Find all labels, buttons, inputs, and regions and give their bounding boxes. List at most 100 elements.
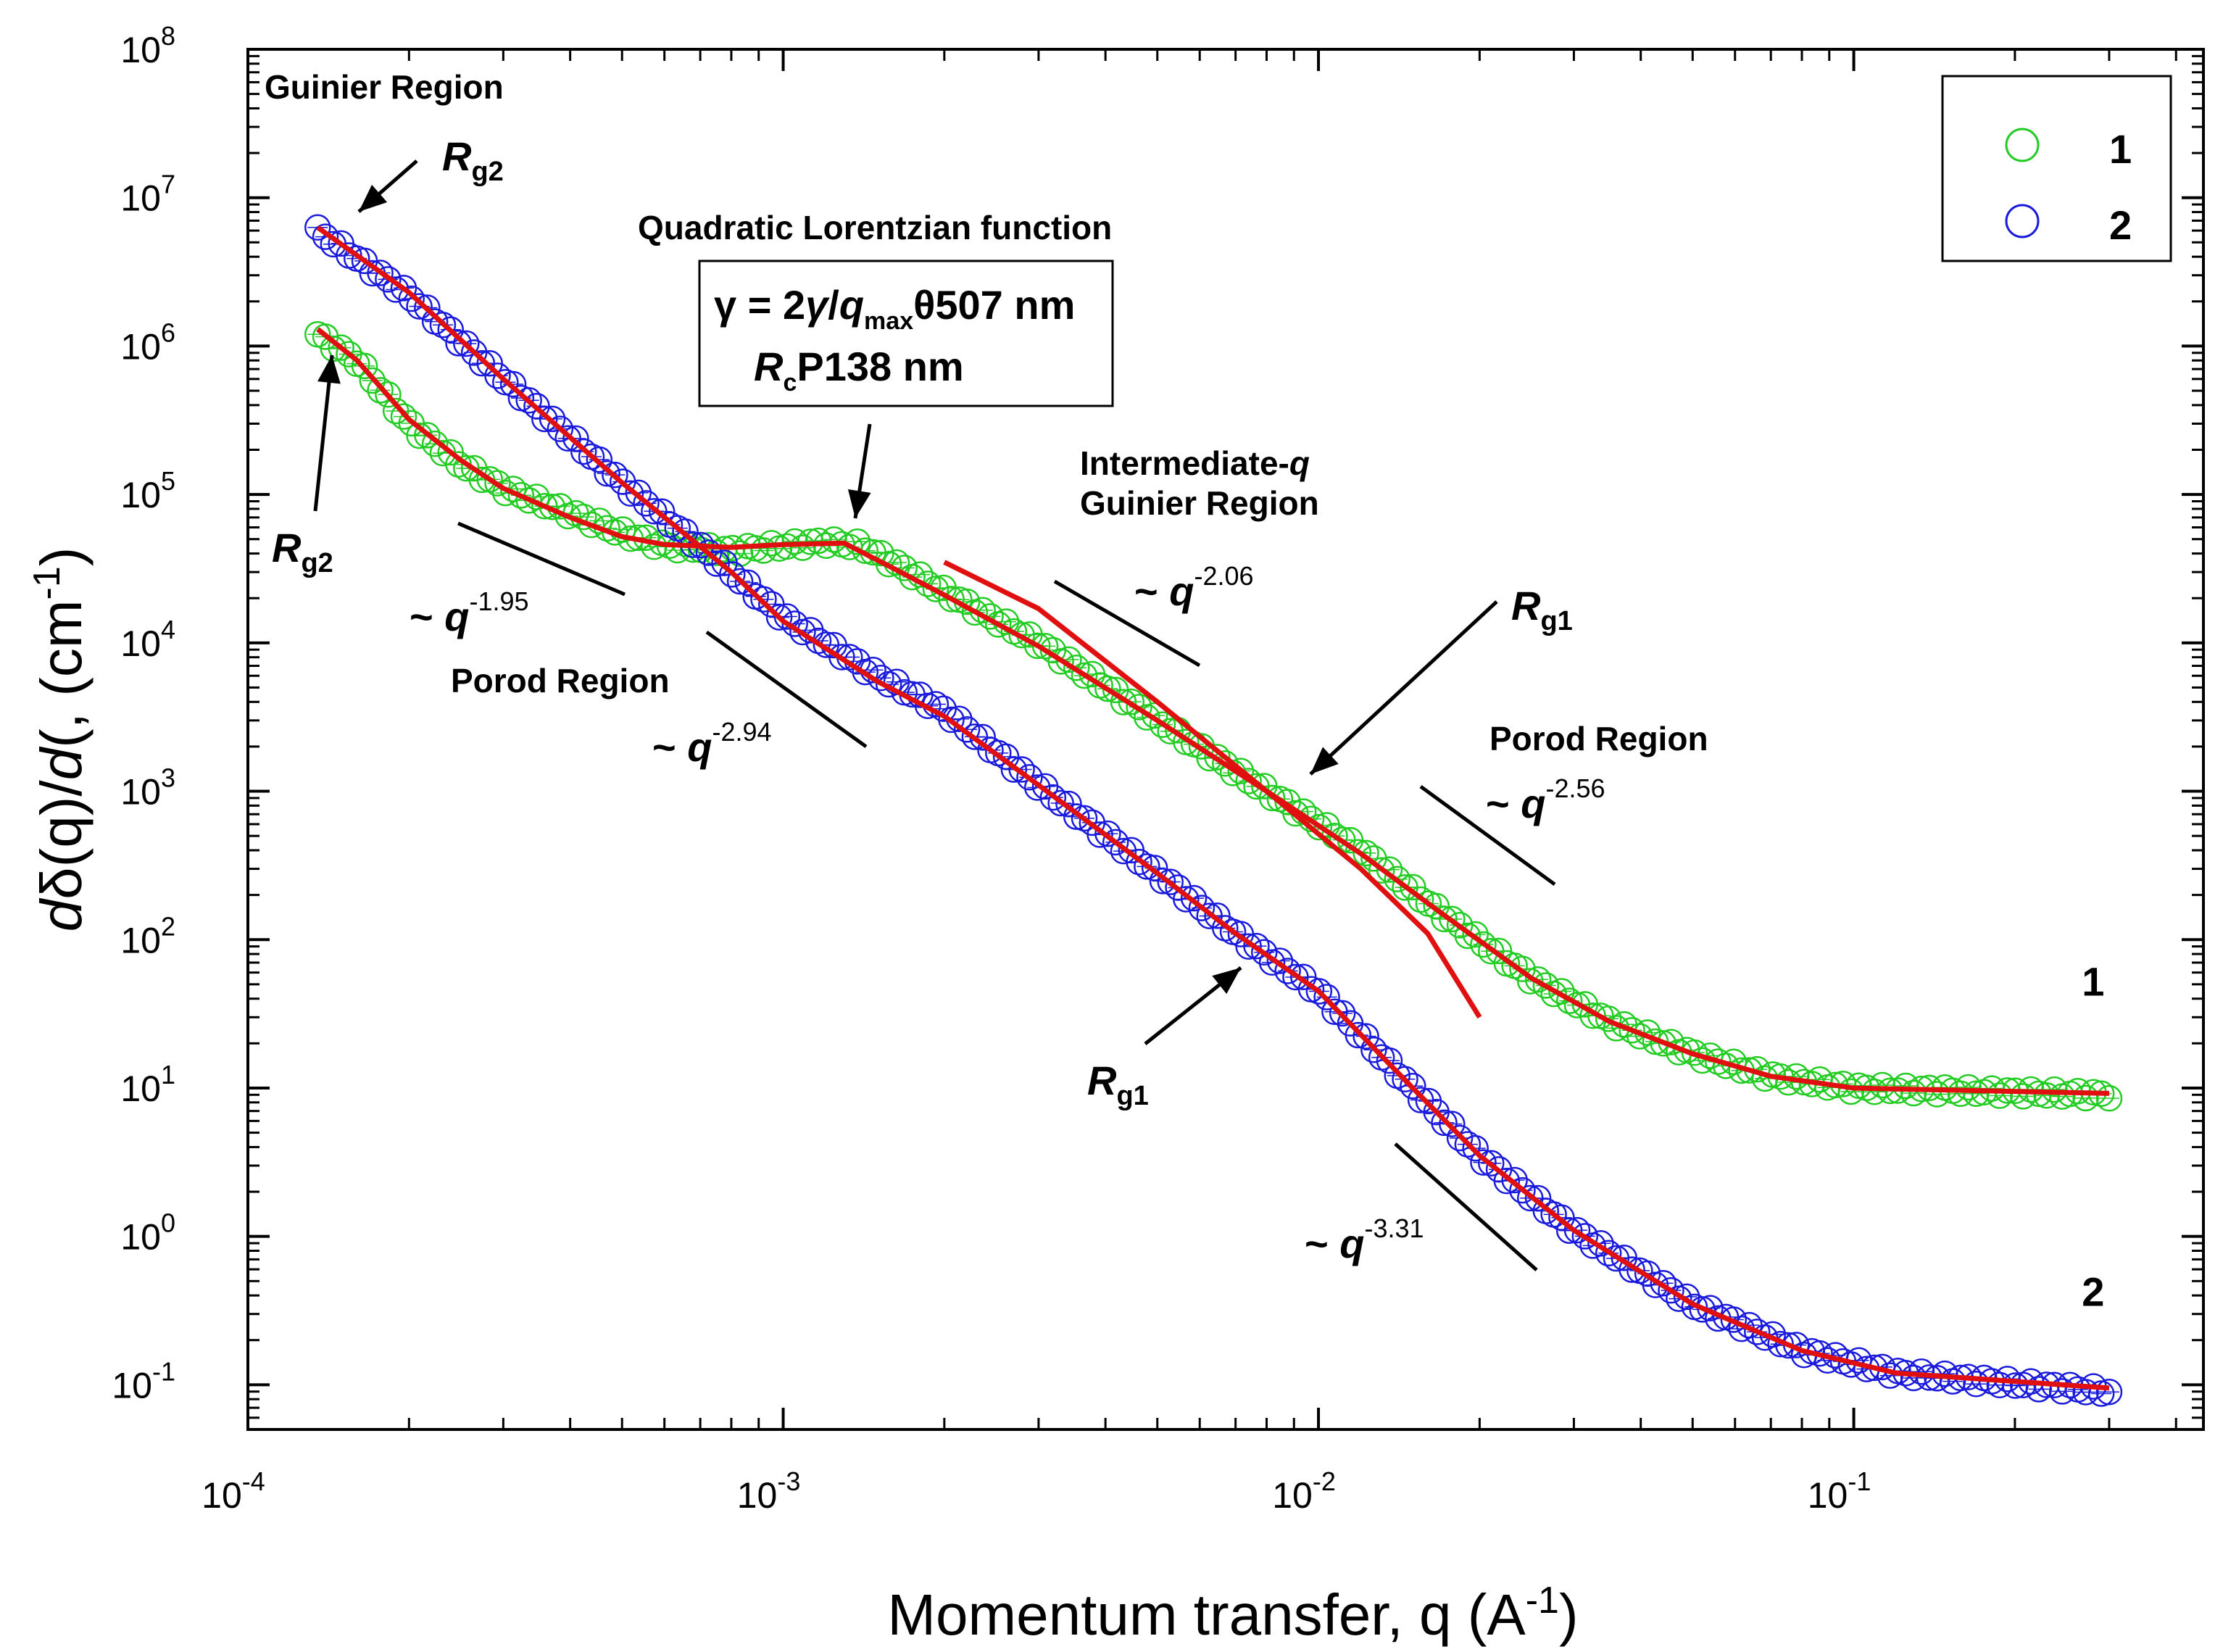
y-axis: 10-1100101102103104105106107108dδ(q)/d(,…	[26, 21, 2203, 1431]
series-2-point	[562, 425, 589, 452]
series-2-point	[602, 461, 628, 489]
x-axis-title-end: )	[1559, 1582, 1579, 1647]
slope-label-3-exp: -2.06	[1194, 561, 1253, 591]
series-1-points	[304, 320, 2123, 1112]
series-1-point	[1900, 1079, 1927, 1107]
series-2-point	[1313, 984, 1340, 1010]
x-tick-label: 10-3	[737, 1466, 801, 1516]
box-r: R	[754, 344, 784, 389]
series-2-point	[1180, 884, 1208, 912]
series-2-point	[1446, 1124, 1474, 1152]
box-line-2: RcP138 nm	[754, 344, 964, 397]
box-q: q	[839, 282, 864, 328]
series-2-point	[1376, 1047, 1403, 1074]
slope-label-4-q: q	[1521, 781, 1545, 826]
series-1-point	[1204, 744, 1231, 771]
series-1-point	[351, 352, 378, 380]
series-2-point	[765, 604, 793, 631]
series-2-point	[586, 446, 613, 473]
slope-label-5-prefix: ~	[1305, 1221, 1339, 1266]
series-2-point	[734, 569, 762, 597]
series-1-point	[1869, 1071, 1896, 1099]
series-1-point	[1837, 1078, 1865, 1105]
series-2-point	[1126, 848, 1152, 876]
series-2-point	[1134, 853, 1160, 880]
y-tick-exp: 3	[161, 763, 175, 793]
slope-label-1-exp: -1.95	[469, 586, 528, 616]
series-2-point	[1658, 1277, 1684, 1304]
y-tick-label: 103	[120, 763, 175, 813]
series-1-point	[1157, 718, 1184, 744]
series-2-point	[1102, 829, 1129, 856]
slope-line-3	[1053, 579, 1201, 668]
series-1-point	[977, 603, 1004, 630]
intermediate-q-text: Intermediate-	[1080, 444, 1289, 482]
series-1-point	[1376, 856, 1403, 883]
series-2-point	[2095, 1378, 2123, 1406]
intermediate-q-label-2: Guinier Region	[1080, 484, 1319, 522]
series-2-point	[1587, 1230, 1614, 1257]
x-axis-title-sup: -1	[1526, 1580, 1559, 1622]
series-1-point	[414, 422, 441, 449]
series-1-point	[1423, 892, 1450, 920]
y-tick-label: 105	[120, 466, 175, 515]
series-1-point	[1008, 621, 1035, 649]
series-2-point	[1963, 1371, 1990, 1398]
series-2-point	[484, 362, 511, 389]
x-tick-exp: -4	[242, 1466, 265, 1496]
series-1-point	[1212, 750, 1239, 777]
y-title-d2: d	[29, 746, 94, 780]
series-2-point	[539, 405, 566, 433]
x-tick-exp: -2	[1313, 1466, 1336, 1496]
box-gamma: γ = 2	[714, 282, 805, 328]
rg1-right-label-r: R	[1511, 583, 1541, 628]
series-1-point	[507, 482, 535, 509]
y-tick-exp: -1	[152, 1356, 175, 1386]
fit-lines	[316, 225, 2110, 1391]
series-1-point	[1258, 784, 1286, 812]
box-line1-rest: θ507 nm	[913, 282, 1075, 328]
rg1-bottom-label-r: R	[1087, 1058, 1117, 1103]
rg1-right-label: Rg1	[1511, 583, 1573, 636]
series-1-point	[1031, 633, 1059, 660]
series-1-point	[359, 367, 386, 394]
series-2-point	[1243, 932, 1270, 960]
slope-label-2: ~ q-2.94	[652, 717, 772, 770]
series-2-point	[515, 387, 542, 414]
series-2-point	[1047, 789, 1074, 817]
series-1-point	[1439, 905, 1466, 933]
series-2-point	[1188, 895, 1216, 921]
rg1-right-arrow-head	[1310, 747, 1339, 774]
x-tick-exp: -1	[1848, 1466, 1871, 1496]
annotations: Guinier Region Quadratic Lorentzian funct…	[265, 68, 2104, 1315]
y-tick-label: 101	[120, 1060, 175, 1109]
series-1-point	[1235, 768, 1262, 794]
series-2-point	[1157, 868, 1184, 895]
rg2-left-label: Rg2	[272, 525, 333, 578]
y-tick-label: 102	[120, 911, 175, 960]
series-2-point	[1501, 1166, 1528, 1194]
series-1-point	[1227, 757, 1255, 784]
fit-1-intermediate-line	[943, 560, 1482, 1019]
series-2-point	[429, 311, 457, 339]
slope-label-1: ~ q-1.95	[410, 586, 529, 639]
series-2-point	[406, 293, 433, 320]
series-2-point	[1360, 1036, 1387, 1063]
series-1-point	[1368, 857, 1395, 884]
rg1-bottom-arrow-head	[1212, 968, 1241, 995]
series-2-point	[437, 316, 464, 344]
series-2-point	[1595, 1240, 1622, 1267]
y-title-sym2: (	[29, 729, 94, 748]
x-tick-base: 10	[201, 1475, 242, 1516]
series-2-point	[1478, 1150, 1505, 1176]
series-2-point	[1039, 784, 1067, 811]
series-1-point	[1524, 966, 1552, 993]
y-title-rest: , (cm	[29, 599, 94, 729]
slope-line-1	[457, 521, 626, 597]
series-2-point	[633, 490, 660, 517]
series-2-point	[367, 260, 394, 286]
y-tick-base: 10	[120, 1068, 161, 1109]
plot-frame	[246, 48, 2205, 1431]
series-2-point	[2048, 1378, 2076, 1405]
legend-box	[1941, 75, 2172, 262]
